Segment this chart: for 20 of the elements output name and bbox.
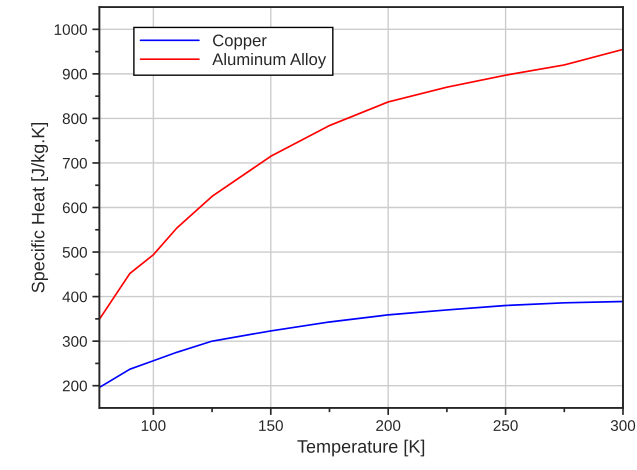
x-tick-label: 200 xyxy=(376,420,400,431)
y-tick-label: 400 xyxy=(62,291,87,302)
x-tick-label: 150 xyxy=(259,420,283,431)
x-axis-title: Temperature [K] xyxy=(297,440,424,456)
x-tick-label: 300 xyxy=(610,420,636,431)
y-tick-label: 800 xyxy=(62,113,87,124)
line-series xyxy=(99,48,623,320)
x-tick-label: 250 xyxy=(494,420,518,431)
line-series xyxy=(99,300,623,388)
y-tick-label: 1000 xyxy=(54,24,87,36)
y-tick-label: 300 xyxy=(62,336,87,347)
legend-label: Aluminum Alloy xyxy=(212,52,326,68)
x-tick-label: 100 xyxy=(142,420,166,431)
y-tick-label: 700 xyxy=(62,158,87,169)
y-tick-label: 600 xyxy=(62,202,87,214)
y-tick-label: 900 xyxy=(62,68,87,80)
legend-label: Copper xyxy=(213,34,267,50)
y-axis-title: Specific Heat [J/kg.K] xyxy=(31,122,48,292)
y-tick-label: 500 xyxy=(62,246,87,258)
y-tick-label: 200 xyxy=(62,380,87,392)
